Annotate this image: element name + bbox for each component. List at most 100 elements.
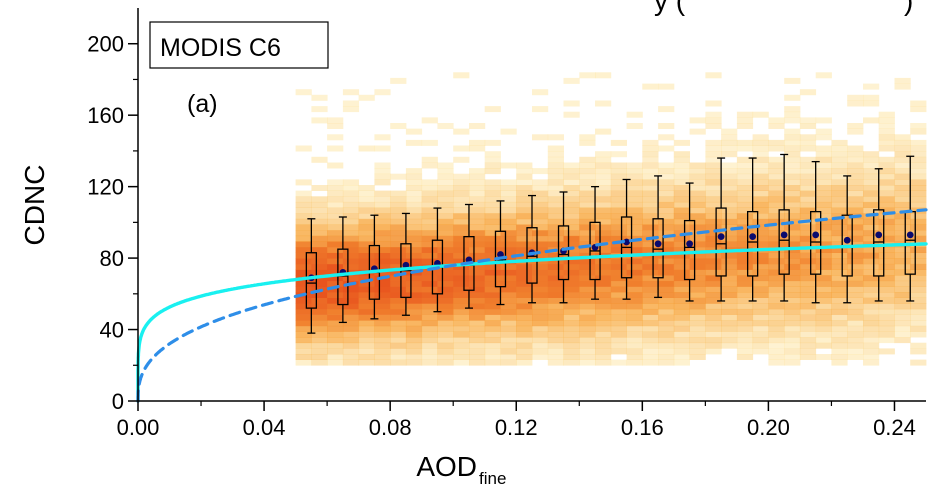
density-cell	[768, 190, 785, 197]
density-cell	[469, 314, 486, 321]
density-cell	[595, 196, 612, 203]
density-cell	[863, 337, 880, 344]
density-cell	[799, 156, 817, 163]
mean-marker	[497, 251, 504, 258]
density-cell	[768, 117, 785, 124]
density-cell	[579, 162, 596, 169]
density-cell	[799, 168, 817, 175]
density-cell	[642, 185, 659, 191]
density-cell	[453, 128, 470, 135]
density-cell	[894, 286, 911, 293]
density-cell	[595, 297, 612, 304]
density-cell	[484, 241, 501, 248]
density-cell	[689, 162, 706, 169]
density-cell	[815, 162, 832, 169]
density-cell	[516, 218, 533, 225]
density-cell	[405, 252, 423, 259]
density-cell	[736, 123, 754, 129]
density-cell	[453, 331, 470, 338]
density-cell	[673, 168, 690, 175]
density-cell	[784, 342, 801, 349]
density-cell	[752, 218, 769, 225]
density-cell	[453, 213, 470, 220]
density-cell	[815, 292, 832, 298]
density-cell	[579, 247, 596, 253]
density-cell	[358, 354, 375, 360]
density-cell	[784, 348, 801, 355]
density-cell	[736, 190, 754, 197]
density-cell	[705, 117, 722, 124]
y-tick-label: 40	[100, 318, 124, 343]
density-cell	[705, 314, 722, 321]
density-cell	[579, 230, 596, 237]
density-cell	[784, 241, 801, 248]
density-cell	[863, 286, 880, 293]
density-cell	[894, 162, 911, 169]
density-cell	[547, 207, 564, 214]
density-cell	[342, 224, 360, 231]
density-cell	[437, 207, 454, 214]
density-cell	[358, 235, 375, 242]
density-cell	[910, 263, 927, 270]
density-cell	[878, 230, 895, 237]
density-cell	[358, 325, 375, 332]
density-cell	[626, 280, 643, 287]
density-cell	[799, 269, 817, 276]
mean-marker	[654, 240, 662, 248]
density-cell	[563, 337, 580, 344]
density-cell	[673, 292, 690, 298]
density-cell	[311, 359, 328, 366]
density-cell	[295, 230, 312, 237]
density-cell	[815, 247, 832, 253]
density-cell	[342, 337, 360, 344]
density-cell	[752, 314, 769, 321]
density-cell	[752, 263, 769, 270]
density-cell	[563, 201, 580, 208]
density-cell	[405, 218, 423, 225]
density-cell	[421, 117, 438, 124]
density-cell	[516, 235, 533, 242]
density-cell	[579, 342, 596, 349]
density-cell	[878, 308, 895, 315]
box-iqr	[652, 218, 664, 279]
density-cell	[358, 258, 375, 265]
density-cell	[453, 145, 470, 152]
density-cell	[878, 201, 895, 208]
density-cell	[579, 337, 596, 344]
density-cell	[831, 331, 848, 338]
density-cell	[799, 162, 817, 169]
density-cell	[500, 218, 517, 225]
density-cell	[437, 179, 454, 186]
density-cell	[910, 213, 927, 220]
density-cell	[736, 354, 754, 360]
density-cell	[910, 139, 927, 146]
density-cell	[799, 241, 817, 248]
density-cell	[799, 247, 817, 253]
density-cell	[532, 201, 549, 208]
density-cell	[721, 128, 738, 135]
density-cell	[784, 258, 801, 265]
density-cell	[736, 241, 754, 248]
density-cell	[295, 235, 312, 242]
density-cell	[295, 258, 312, 265]
density-cell	[595, 207, 612, 214]
density-cell	[374, 337, 391, 344]
density-cell	[626, 207, 643, 214]
density-cell	[752, 297, 769, 304]
density-cell	[610, 342, 627, 349]
density-cell	[484, 292, 501, 298]
density-cell	[658, 314, 675, 321]
density-cell	[610, 337, 627, 344]
density-cell	[910, 123, 927, 129]
density-cell	[453, 196, 470, 203]
density-cell	[894, 252, 911, 259]
density-cell	[847, 201, 864, 208]
density-cell	[658, 280, 675, 287]
box-iqr	[305, 252, 318, 309]
density-cell	[878, 269, 895, 276]
density-cell	[469, 123, 486, 129]
density-cell	[579, 241, 596, 248]
density-cell	[547, 185, 564, 191]
density-cell	[311, 235, 328, 242]
density-cell	[579, 134, 596, 141]
